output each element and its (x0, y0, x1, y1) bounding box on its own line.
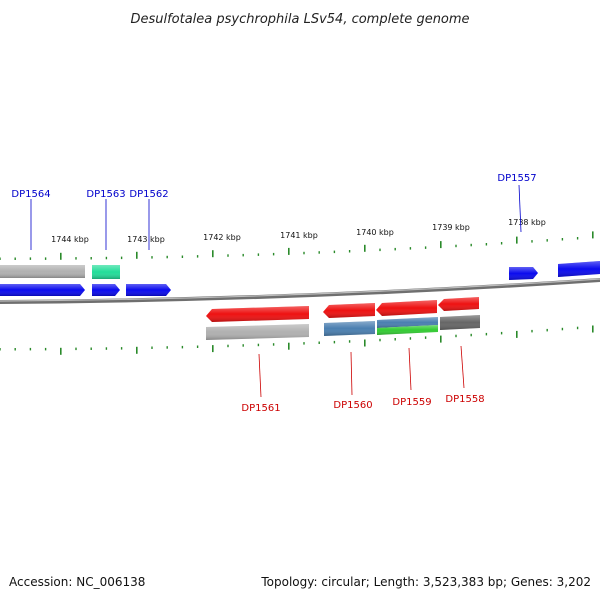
scale-label-1744: 1744 kbp (51, 235, 89, 244)
gene-label-dp1559[interactable]: DP1559 (392, 397, 431, 408)
gene-leaders (30, 184, 522, 398)
feature-arrow-dp1559[interactable] (376, 300, 437, 316)
scale-label-1741: 1741 kbp (280, 231, 318, 240)
gene-labels: DP1564 DP1563 DP1562 DP1557 DP1561 DP156… (11, 173, 536, 414)
scale-label-1739: 1739 kbp (432, 223, 470, 232)
gene-label-dp1564[interactable]: DP1564 (11, 189, 50, 200)
scale-label-1738: 1738 kbp (508, 218, 546, 227)
feature-arrow-dp1562[interactable] (126, 284, 171, 296)
feature-steelblue-bar-dp1560[interactable] (324, 321, 375, 336)
feature-arrow-dp1560[interactable] (323, 303, 375, 318)
features (0, 261, 600, 340)
scale-label-1742: 1742 kbp (203, 233, 241, 242)
feature-steelblue-bar-dp1559[interactable] (377, 317, 438, 328)
feature-green-bar-dp1559[interactable] (377, 325, 438, 335)
feature-arrow-right-blue[interactable] (558, 261, 600, 277)
scale-label-1740: 1740 kbp (356, 228, 394, 237)
gene-label-dp1561[interactable]: DP1561 (241, 403, 280, 414)
gene-label-dp1562[interactable]: DP1562 (129, 189, 168, 200)
gene-label-dp1560[interactable]: DP1560 (333, 400, 372, 411)
feature-arrow-dp1557[interactable] (509, 267, 538, 280)
gene-label-dp1558[interactable]: DP1558 (445, 394, 484, 405)
feature-arrow-dp1563[interactable] (92, 284, 120, 296)
feature-arrow-dp1561[interactable] (206, 306, 309, 322)
gene-label-dp1563[interactable]: DP1563 (86, 189, 125, 200)
gene-label-dp1557[interactable]: DP1557 (497, 173, 536, 184)
accession-text: Accession: NC_006138 (9, 575, 145, 589)
map-title: Desulfotalea psychrophila LSv54, complet… (130, 12, 469, 27)
genome-backbone (0, 278, 600, 304)
scale-labels: 1744 kbp 1743 kbp 1742 kbp 1741 kbp 1740… (51, 218, 546, 244)
scale-label-1743: 1743 kbp (127, 235, 165, 244)
feature-arrow-left-blue[interactable] (0, 284, 85, 296)
feature-teal-bar[interactable] (92, 265, 120, 279)
feature-grey-bar-dp1561[interactable] (206, 324, 309, 340)
feature-top-left-grey-bar[interactable] (0, 265, 85, 278)
feature-arrow-dp1558[interactable] (438, 297, 479, 311)
genome-summary-text: Topology: circular; Length: 3,523,383 bp… (260, 575, 591, 589)
scale-ticks-lower (0, 325, 594, 355)
scale-ticks-upper (0, 231, 594, 260)
feature-darkgrey-bar-dp1558[interactable] (440, 315, 480, 330)
